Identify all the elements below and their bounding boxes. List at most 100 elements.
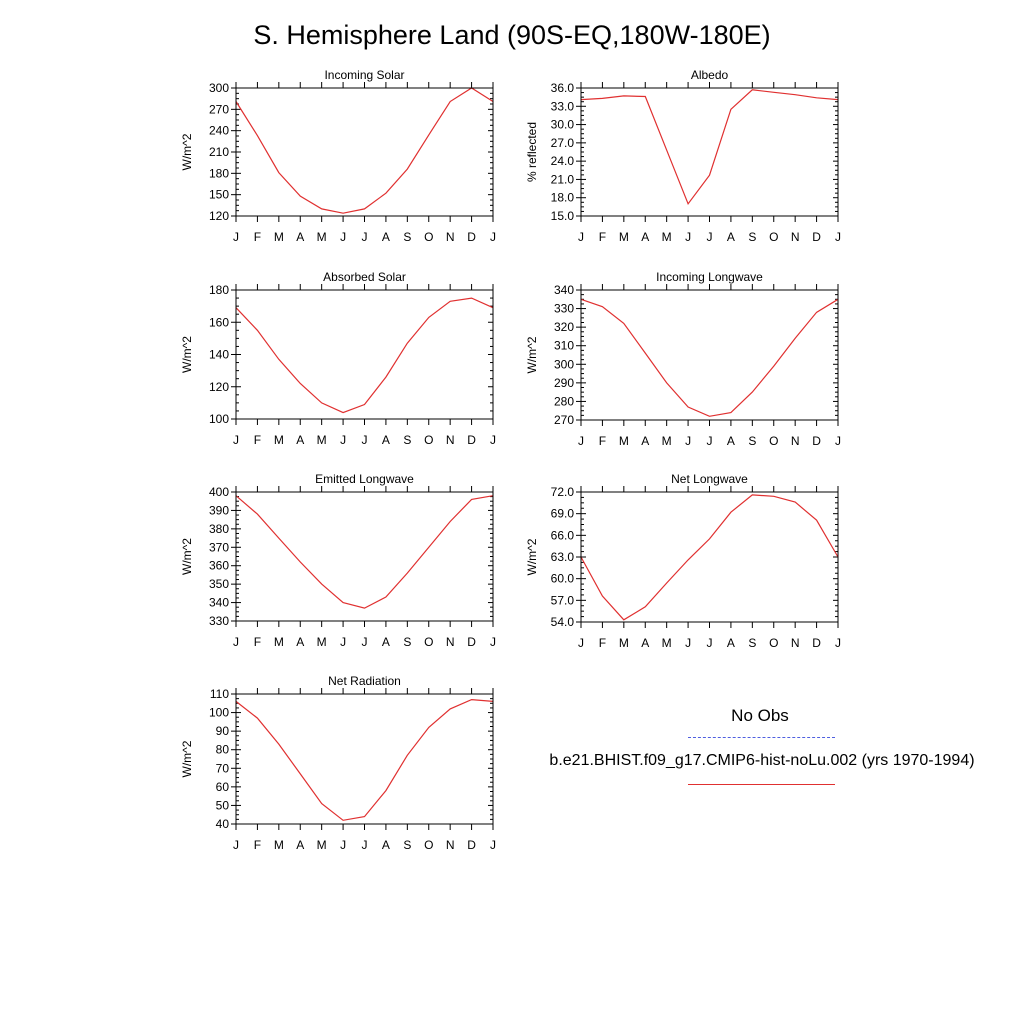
y-tick-label: 66.0 (551, 528, 575, 542)
y-tick-label: 180 (209, 166, 229, 180)
y-tick-label: 120 (209, 209, 229, 223)
x-tick-label: J (835, 230, 841, 244)
x-tick-label: A (727, 636, 735, 650)
y-tick-label: 290 (554, 376, 574, 390)
y-axis-label: % reflected (525, 122, 539, 182)
x-tick-label: A (382, 230, 390, 244)
x-tick-label: O (424, 838, 433, 852)
y-tick-label: 80 (216, 743, 230, 757)
x-tick-label: S (403, 635, 411, 649)
series-line (235, 495, 494, 609)
x-tick-label: A (727, 230, 735, 244)
legend-no-obs-label: No Obs (731, 706, 789, 725)
y-axis-label: W/m^2 (180, 336, 194, 373)
chart-title: Absorbed Solar (323, 270, 406, 284)
y-tick-label: 270 (209, 102, 229, 116)
plot-frame (235, 491, 494, 622)
plot-frame (580, 289, 839, 421)
x-tick-label: S (748, 230, 756, 244)
y-axis-label: W/m^2 (180, 133, 194, 170)
chart-title: Albedo (691, 68, 729, 82)
x-tick-label: M (317, 433, 327, 447)
x-tick-label: A (382, 635, 390, 649)
y-tick-label: 300 (554, 357, 574, 371)
y-tick-label: 360 (209, 559, 229, 573)
chart-title: Net Radiation (328, 674, 401, 688)
y-tick-label: 320 (554, 320, 574, 334)
x-tick-label: F (599, 230, 606, 244)
x-tick-label: J (340, 230, 346, 244)
x-tick-label: A (727, 434, 735, 448)
x-tick-label: N (446, 838, 455, 852)
x-tick-label: A (382, 433, 390, 447)
y-tick-label: 350 (209, 577, 229, 591)
chart-panel-6: Net Longwave W/m^2 54.0 57.0 60.0 63.0 66.0 69.… (525, 472, 841, 650)
x-tick-label: A (382, 838, 390, 852)
y-tick-label: 40 (216, 817, 230, 831)
y-axis-label: W/m^2 (525, 538, 539, 575)
series-line (235, 297, 494, 414)
x-tick-label: J (685, 230, 691, 244)
y-tick-label: 330 (554, 302, 574, 316)
x-tick-label: S (403, 838, 411, 852)
x-tick-label: N (446, 635, 455, 649)
page-title: S. Hemisphere Land (90S-EQ,180W-180E) (253, 20, 771, 50)
y-tick-label: 370 (209, 540, 229, 554)
x-tick-label: J (685, 636, 691, 650)
x-tick-label: J (340, 838, 346, 852)
x-tick-label: J (490, 838, 496, 852)
chart-title: Incoming Longwave (656, 270, 763, 284)
plot-frame (235, 87, 494, 217)
x-tick-label: A (296, 635, 304, 649)
plot-frame (580, 491, 839, 623)
x-tick-label: F (599, 636, 606, 650)
x-tick-label: N (791, 434, 800, 448)
x-tick-label: J (362, 635, 368, 649)
x-tick-label: J (362, 838, 368, 852)
x-tick-label: S (748, 636, 756, 650)
chart-panel-5: Emitted Longwave W/m^2 330 340 350 360 370 380 3… (180, 472, 496, 649)
y-tick-label: 100 (209, 412, 229, 426)
x-tick-label: S (403, 230, 411, 244)
chart-title: Incoming Solar (324, 68, 404, 82)
x-tick-label: M (274, 433, 284, 447)
x-tick-label: J (578, 434, 584, 448)
y-tick-label: 36.0 (551, 81, 575, 95)
y-tick-label: 27.0 (551, 136, 575, 150)
x-tick-label: M (662, 230, 672, 244)
y-tick-label: 21.0 (551, 172, 575, 186)
plot-frame (235, 289, 494, 420)
x-tick-label: J (490, 433, 496, 447)
x-tick-label: O (424, 230, 433, 244)
x-tick-label: A (641, 434, 649, 448)
y-tick-label: 57.0 (551, 593, 575, 607)
x-tick-label: A (296, 230, 304, 244)
y-tick-label: 240 (209, 124, 229, 138)
y-tick-label: 120 (209, 380, 229, 394)
y-tick-label: 400 (209, 485, 229, 499)
x-tick-label: J (685, 434, 691, 448)
x-tick-label: J (490, 230, 496, 244)
chart-panel-2: Albedo % reflected 15.0 18.0 21.0 24.0 27.0 30.… (525, 68, 841, 244)
x-tick-label: D (467, 838, 476, 852)
x-tick-label: A (641, 636, 649, 650)
x-tick-label: M (317, 635, 327, 649)
y-tick-label: 340 (209, 596, 229, 610)
y-tick-label: 160 (209, 315, 229, 329)
x-tick-label: O (769, 636, 778, 650)
x-tick-label: J (233, 635, 239, 649)
x-tick-label: J (578, 636, 584, 650)
x-tick-label: F (599, 434, 606, 448)
y-tick-label: 140 (209, 348, 229, 362)
x-tick-label: F (254, 433, 261, 447)
x-tick-label: N (446, 230, 455, 244)
chart-panel-1: Incoming Solar W/m^2 120 150 180 210 240 270 300… (180, 68, 496, 244)
x-tick-label: J (362, 230, 368, 244)
y-tick-label: 150 (209, 188, 229, 202)
y-tick-label: 90 (216, 724, 230, 738)
y-tick-label: 340 (554, 283, 574, 297)
x-tick-label: N (446, 433, 455, 447)
x-tick-label: J (340, 433, 346, 447)
x-tick-label: A (641, 230, 649, 244)
